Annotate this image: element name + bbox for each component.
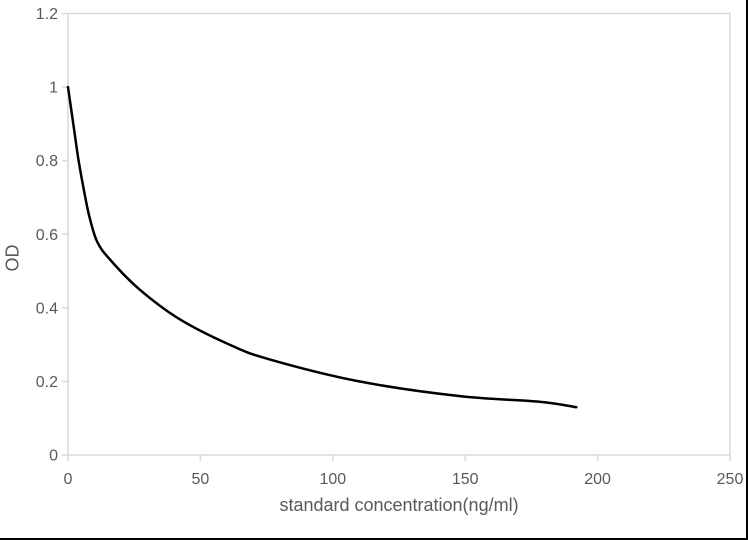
x-tick-label: 250 <box>717 471 744 488</box>
y-tick-label: 0.4 <box>36 300 58 317</box>
y-tick-label: 0.6 <box>36 227 58 244</box>
standard-curve <box>66 85 578 409</box>
y-axis-title: OD <box>2 244 23 272</box>
x-tick-label: 0 <box>64 471 73 488</box>
y-tick-label: 0.2 <box>36 374 58 391</box>
y-tick-label: 0.8 <box>36 153 58 170</box>
x-axis-title: standard concentration(ng/ml) <box>279 495 519 515</box>
y-tick-label: 0 <box>49 448 58 465</box>
x-tick-label: 50 <box>192 471 210 488</box>
y-tick-label: 1.2 <box>36 6 58 23</box>
x-tick-label: 100 <box>319 471 346 488</box>
y-tick-label: 1 <box>49 80 58 97</box>
x-tick-label: 200 <box>584 471 611 488</box>
x-tick-label: 150 <box>452 471 479 488</box>
